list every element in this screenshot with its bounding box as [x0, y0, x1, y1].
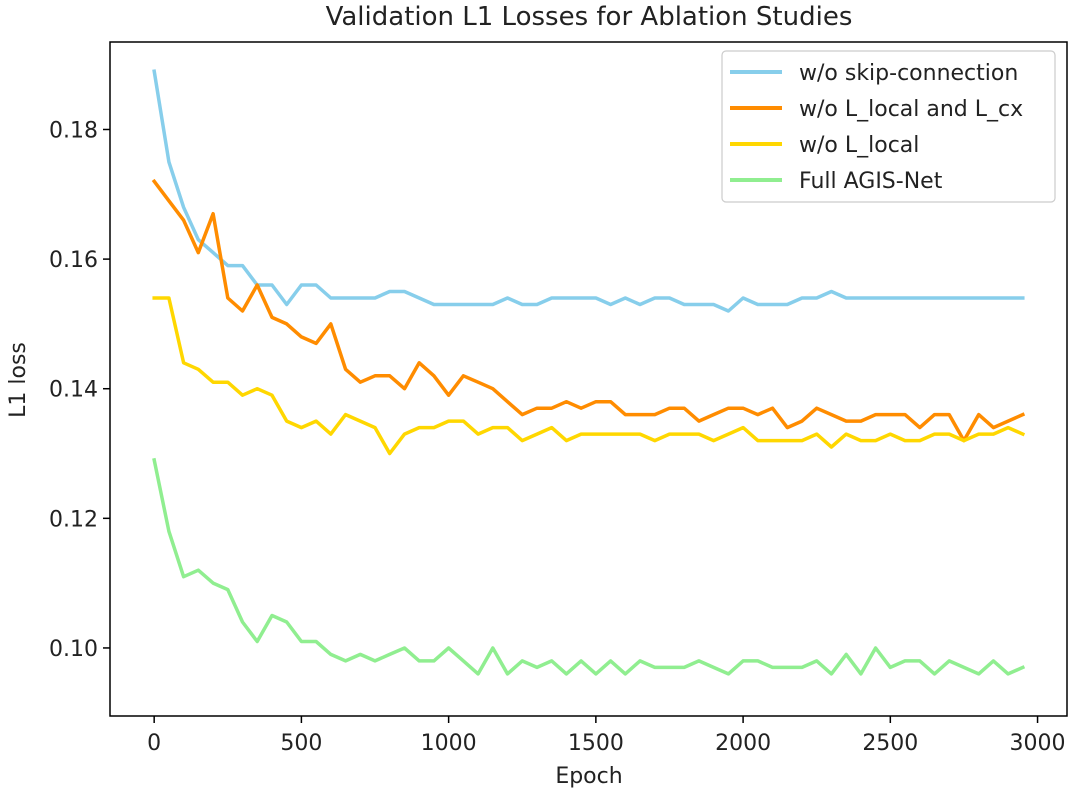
x-tick-label: 3000 — [1010, 731, 1066, 756]
x-tick-label: 1500 — [568, 731, 624, 756]
series-line-1 — [152, 69, 1025, 313]
chart-title: Validation L1 Losses for Ablation Studie… — [326, 2, 853, 32]
series-line-3 — [152, 296, 1026, 456]
y-tick-label: 0.16 — [49, 248, 98, 273]
legend: w/o skip-connection w/o L_local and L_cxw… — [721, 50, 1056, 203]
series-line-2 — [151, 178, 1026, 443]
series-layer — [151, 69, 1026, 676]
y-axis-label: L1 loss — [6, 342, 31, 418]
y-tick-label: 0.10 — [49, 637, 98, 662]
x-tick-label: 2500 — [862, 731, 918, 756]
legend-label-3: w/o L_local — [799, 133, 919, 158]
x-axis-label: Epoch — [555, 764, 622, 789]
legend-box — [721, 50, 1056, 203]
y-axis-ticks: 0.10 0.12 0.14 0.16 0.18 — [49, 118, 110, 662]
x-tick-label: 0 — [147, 731, 161, 756]
y-tick-label: 0.18 — [49, 118, 98, 143]
legend-label-2: w/o L_local and L_cx — [799, 97, 1023, 122]
x-axis-ticks: 0 500 1000 1500 2000 2500 3000 — [147, 716, 1066, 756]
legend-label-4: Full AGIS-Net — [799, 169, 943, 194]
x-tick-label: 2000 — [715, 731, 771, 756]
series-line-4 — [152, 457, 1026, 676]
legend-label-1: w/o skip-connection — [799, 61, 1018, 86]
plot-frame — [109, 41, 1068, 717]
y-tick-label: 0.12 — [49, 507, 98, 532]
x-tick-label: 500 — [280, 731, 322, 756]
x-tick-label: 1000 — [421, 731, 477, 756]
y-tick-label: 0.14 — [49, 378, 98, 403]
